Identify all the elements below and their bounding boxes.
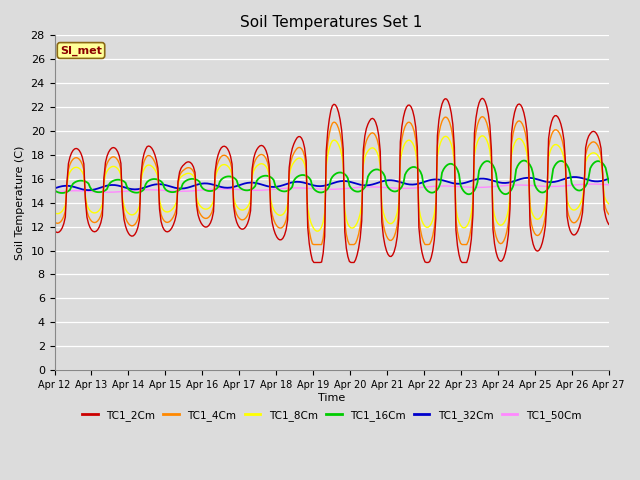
Y-axis label: Soil Temperature (C): Soil Temperature (C) [15, 145, 25, 260]
Legend: TC1_2Cm, TC1_4Cm, TC1_8Cm, TC1_16Cm, TC1_32Cm, TC1_50Cm: TC1_2Cm, TC1_4Cm, TC1_8Cm, TC1_16Cm, TC1… [78, 406, 586, 425]
X-axis label: Time: Time [318, 393, 345, 403]
Text: SI_met: SI_met [60, 46, 102, 56]
Title: Soil Temperatures Set 1: Soil Temperatures Set 1 [241, 15, 423, 30]
